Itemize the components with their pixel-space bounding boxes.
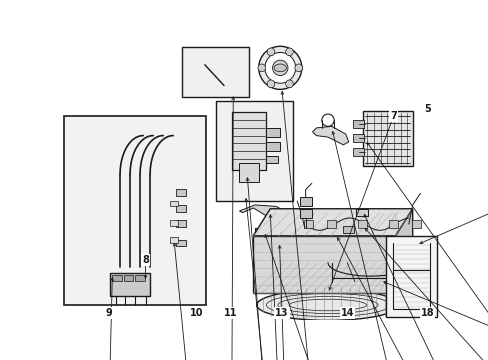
Bar <box>271 240 286 250</box>
Bar <box>112 275 122 281</box>
Bar <box>216 101 293 201</box>
Circle shape <box>98 283 107 293</box>
Bar <box>266 142 280 151</box>
Bar <box>353 134 364 142</box>
Circle shape <box>272 60 287 76</box>
Polygon shape <box>253 209 412 236</box>
Bar <box>326 220 336 228</box>
Bar <box>123 275 133 281</box>
Circle shape <box>197 59 207 69</box>
Text: 6: 6 <box>278 308 285 318</box>
Text: 13: 13 <box>274 308 288 318</box>
Bar <box>170 220 178 226</box>
Circle shape <box>200 62 204 66</box>
Bar <box>176 189 185 197</box>
Text: 17: 17 <box>420 308 433 318</box>
Bar <box>357 220 366 228</box>
Text: 5: 5 <box>423 104 430 114</box>
Text: 15: 15 <box>420 308 433 318</box>
Bar <box>170 201 178 206</box>
Text: 14: 14 <box>340 308 353 318</box>
Circle shape <box>257 64 265 72</box>
Bar <box>388 220 397 228</box>
Bar <box>182 47 249 97</box>
Circle shape <box>266 80 274 88</box>
Bar <box>170 237 178 243</box>
Bar <box>239 163 259 182</box>
Bar <box>353 120 364 128</box>
Polygon shape <box>312 126 348 145</box>
Bar <box>362 111 412 166</box>
Ellipse shape <box>147 170 153 175</box>
Bar <box>254 228 271 239</box>
Bar <box>256 230 262 237</box>
Ellipse shape <box>144 169 155 176</box>
Circle shape <box>321 225 339 243</box>
Bar <box>356 209 367 216</box>
Text: 11: 11 <box>223 308 237 318</box>
Text: 9: 9 <box>105 308 112 318</box>
Bar <box>353 148 364 156</box>
Text: 2: 2 <box>280 308 287 318</box>
Bar <box>343 226 353 233</box>
Polygon shape <box>239 205 286 219</box>
Circle shape <box>324 229 335 239</box>
Text: 16: 16 <box>420 308 433 318</box>
Ellipse shape <box>124 169 135 176</box>
Text: 1: 1 <box>423 308 430 318</box>
Circle shape <box>294 64 302 72</box>
Bar <box>411 220 420 228</box>
Bar <box>135 275 144 281</box>
Text: 4: 4 <box>423 308 430 318</box>
Ellipse shape <box>127 170 133 175</box>
Circle shape <box>258 46 301 89</box>
Bar <box>299 197 311 206</box>
Bar <box>266 128 280 137</box>
Bar <box>304 220 313 228</box>
Ellipse shape <box>308 230 339 239</box>
Ellipse shape <box>174 235 189 244</box>
Ellipse shape <box>115 169 125 176</box>
Text: 8: 8 <box>142 255 149 265</box>
Polygon shape <box>253 236 395 293</box>
Text: 12: 12 <box>274 308 288 318</box>
Text: 18: 18 <box>420 308 433 318</box>
Circle shape <box>264 53 295 83</box>
Ellipse shape <box>117 170 123 175</box>
Text: 7: 7 <box>389 111 396 121</box>
Ellipse shape <box>274 64 286 72</box>
Ellipse shape <box>256 289 398 320</box>
Bar <box>266 156 277 163</box>
Polygon shape <box>373 228 381 232</box>
Ellipse shape <box>174 193 189 202</box>
Polygon shape <box>395 209 412 293</box>
Ellipse shape <box>135 169 145 176</box>
Bar <box>110 273 150 296</box>
Polygon shape <box>316 228 324 233</box>
Ellipse shape <box>303 227 345 241</box>
Text: 10: 10 <box>190 308 203 318</box>
Circle shape <box>285 80 293 88</box>
Bar <box>176 239 185 247</box>
Ellipse shape <box>230 107 266 118</box>
Ellipse shape <box>137 170 143 175</box>
Text: 3: 3 <box>343 308 350 318</box>
Ellipse shape <box>174 224 189 232</box>
Bar <box>299 209 311 218</box>
Circle shape <box>266 48 274 56</box>
Polygon shape <box>343 216 350 221</box>
Ellipse shape <box>174 247 189 255</box>
Ellipse shape <box>174 208 189 217</box>
Bar <box>176 205 185 212</box>
Bar <box>385 236 436 316</box>
Circle shape <box>100 286 104 291</box>
Bar <box>64 116 206 305</box>
Bar <box>176 220 185 227</box>
Bar <box>231 112 266 170</box>
Circle shape <box>285 48 293 56</box>
